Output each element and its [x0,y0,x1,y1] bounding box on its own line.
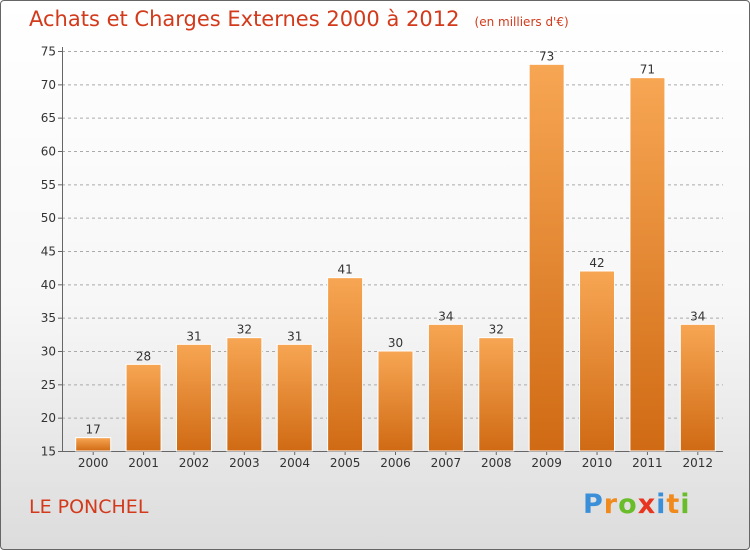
place-name: LE PONCHEL [29,496,149,518]
data-label-2008: 32 [489,323,504,337]
x-tick-label-2012: 2012 [683,456,714,470]
bar-2012 [679,323,716,452]
y-tick-label: 60 [41,145,56,159]
x-tick-label-2010: 2010 [582,456,613,470]
x-tick-label-2001: 2001 [128,456,159,470]
y-tick-label: 50 [41,211,56,225]
x-tick-label-2002: 2002 [179,456,210,470]
x-tick-label-2003: 2003 [229,456,260,470]
x-tick-label-2009: 2009 [531,456,562,470]
y-tick-label: 35 [41,311,56,325]
data-label-2010: 42 [589,256,604,270]
y-tick-label: 40 [41,278,56,292]
y-tick-label: 70 [41,78,56,92]
data-label-2000: 17 [86,423,101,437]
bar-2008 [478,337,515,452]
y-tick-label: 75 [41,45,56,59]
y-tick-label: 45 [41,245,56,259]
y-tick-label: 20 [41,411,56,425]
labels: 15 20 25 30 35 40 45 50 55 60 65 70 75 17 2000 28 2001 31… [41,45,713,471]
data-label-2007: 34 [438,309,453,323]
bar-2003 [226,337,263,452]
data-label-2011: 71 [640,63,655,77]
x-tick-label-2007: 2007 [431,456,462,470]
bar-2006 [377,350,414,452]
data-label-2006: 30 [388,336,403,350]
bar-2010 [579,270,616,452]
y-tick-label: 30 [41,345,56,359]
logo-letter: o [618,489,638,520]
logo-letter: t [666,489,681,520]
data-label-2001: 28 [136,349,151,363]
bars [75,63,716,452]
data-label-2003: 32 [237,323,252,337]
title-row: Achats et Charges Externes 2000 à 2012 (… [29,7,569,31]
y-tick-label: 15 [41,445,56,459]
data-label-2009: 73 [539,49,554,63]
logo-letter: P [583,489,604,520]
logo-letter: i [656,489,667,520]
logo-letter: i [680,489,691,520]
bar-2007 [427,323,464,452]
proxiti-logo[interactable]: Proxiti [583,489,691,520]
y-tick-label: 55 [41,178,56,192]
bar-2002 [175,343,212,452]
x-tick-label-2008: 2008 [481,456,512,470]
x-tick-label-2005: 2005 [330,456,361,470]
bar-2011 [629,77,666,452]
chart-subtitle: (en milliers d'€) [474,15,569,29]
y-tick-label: 25 [41,378,56,392]
logo-letter: r [603,489,619,520]
bar-2004 [276,343,313,452]
data-label-2002: 31 [186,329,201,343]
logo-letter: x [637,489,657,520]
chart-title: Achats et Charges Externes 2000 à 2012 [29,7,460,31]
bar-2000 [75,437,112,452]
data-label-2005: 41 [337,263,352,277]
x-tick-label-2000: 2000 [78,456,109,470]
bar-2009 [528,63,565,452]
y-tick-label: 65 [41,111,56,125]
data-label-2012: 34 [690,309,705,323]
x-tick-label-2011: 2011 [632,456,663,470]
bar-2005 [327,277,364,452]
bar-2001 [125,363,162,452]
x-tick-label-2006: 2006 [380,456,411,470]
x-tick-label-2004: 2004 [279,456,310,470]
data-label-2004: 31 [287,329,302,343]
